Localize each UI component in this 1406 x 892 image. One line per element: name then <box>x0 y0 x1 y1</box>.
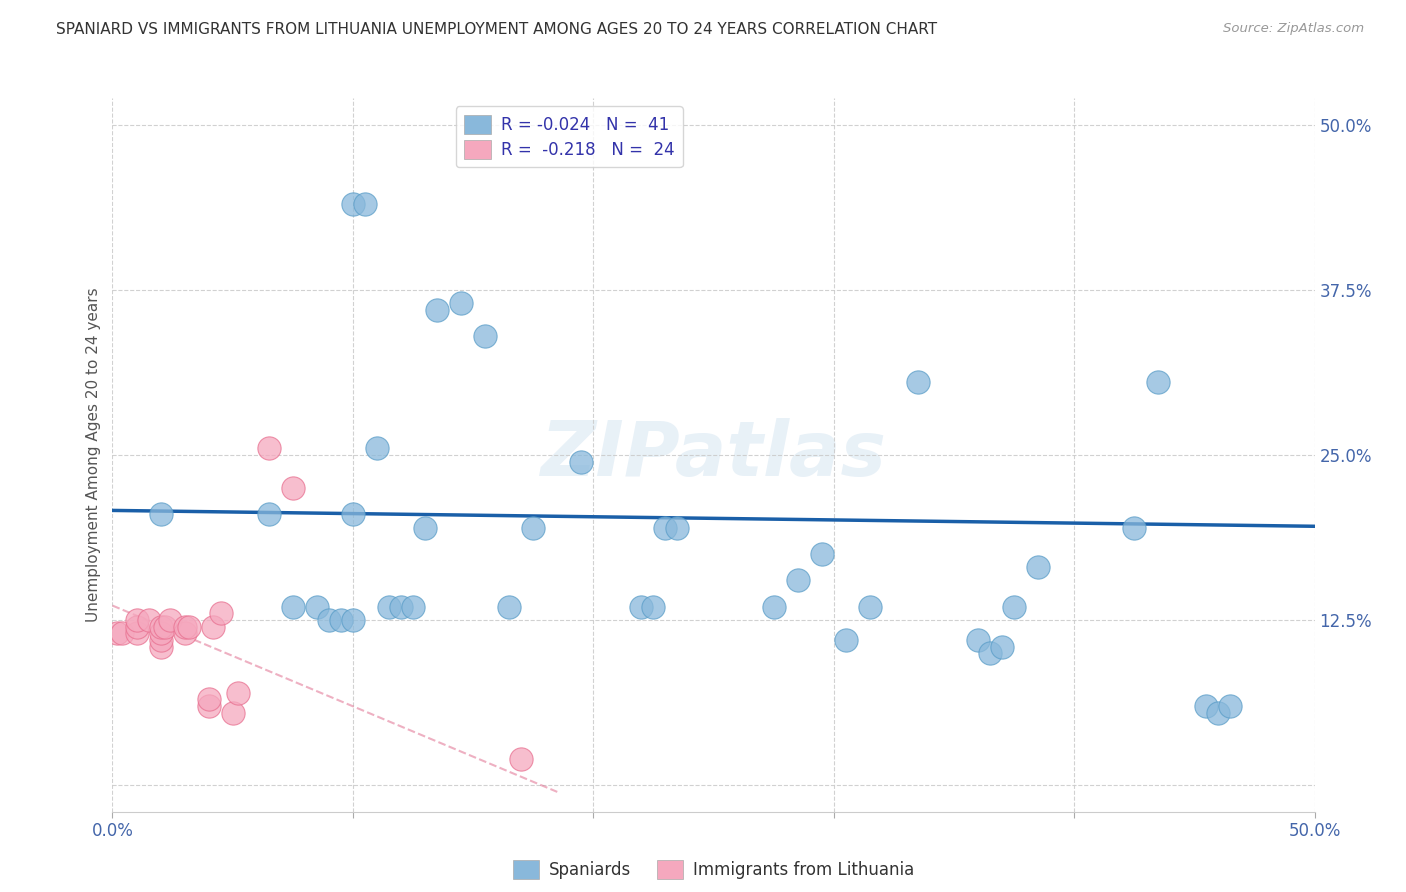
Point <box>1147 376 1170 390</box>
Point <box>413 520 436 534</box>
Point <box>522 520 544 534</box>
Point <box>426 302 449 317</box>
Point <box>979 646 1001 660</box>
Point <box>155 620 177 634</box>
Point <box>402 599 425 614</box>
Point <box>342 508 364 522</box>
Point <box>197 698 219 713</box>
Point <box>967 632 990 647</box>
Point <box>125 613 148 627</box>
Y-axis label: Unemployment Among Ages 20 to 24 years: Unemployment Among Ages 20 to 24 years <box>86 287 101 623</box>
Point <box>1208 706 1230 720</box>
Point <box>654 520 676 534</box>
Text: Source: ZipAtlas.com: Source: ZipAtlas.com <box>1223 22 1364 36</box>
Point <box>173 626 195 640</box>
Point <box>149 508 172 522</box>
Point <box>305 599 328 614</box>
Point <box>179 620 201 634</box>
Point <box>1026 560 1049 574</box>
Point <box>378 599 401 614</box>
Point <box>1195 698 1218 713</box>
Point <box>1219 698 1241 713</box>
Point <box>450 296 472 310</box>
Point <box>474 329 496 343</box>
Point <box>257 508 280 522</box>
Point <box>257 442 280 456</box>
Point <box>149 626 172 640</box>
Point <box>354 197 377 211</box>
Point <box>111 626 134 640</box>
Point <box>149 620 172 634</box>
Point <box>342 613 364 627</box>
Point <box>366 442 388 456</box>
Point <box>281 599 304 614</box>
Point <box>630 599 652 614</box>
Point <box>389 599 412 614</box>
Point <box>209 607 232 621</box>
Point <box>281 481 304 495</box>
Point <box>226 686 249 700</box>
Legend: Spaniards, Immigrants from Lithuania: Spaniards, Immigrants from Lithuania <box>506 853 921 886</box>
Point <box>197 692 219 706</box>
Point <box>318 613 340 627</box>
Point <box>173 620 195 634</box>
Text: ZIPatlas: ZIPatlas <box>540 418 887 491</box>
Point <box>643 599 665 614</box>
Point <box>342 197 364 211</box>
Point <box>666 520 689 534</box>
Point <box>835 632 858 647</box>
Point <box>222 706 245 720</box>
Point <box>159 613 181 627</box>
Point <box>907 376 929 390</box>
Point <box>991 640 1014 654</box>
Point <box>786 574 808 588</box>
Point <box>510 752 533 766</box>
Text: SPANIARD VS IMMIGRANTS FROM LITHUANIA UNEMPLOYMENT AMONG AGES 20 TO 24 YEARS COR: SPANIARD VS IMMIGRANTS FROM LITHUANIA UN… <box>56 22 938 37</box>
Point <box>149 632 172 647</box>
Point <box>125 626 148 640</box>
Point <box>105 626 128 640</box>
Point <box>329 613 352 627</box>
Point <box>1123 520 1146 534</box>
Point <box>498 599 520 614</box>
Point <box>202 620 225 634</box>
Point <box>569 454 592 468</box>
Point <box>1002 599 1025 614</box>
Point <box>138 613 160 627</box>
Point <box>762 599 785 614</box>
Point <box>810 547 832 561</box>
Point <box>125 620 148 634</box>
Point <box>149 640 172 654</box>
Point <box>859 599 882 614</box>
